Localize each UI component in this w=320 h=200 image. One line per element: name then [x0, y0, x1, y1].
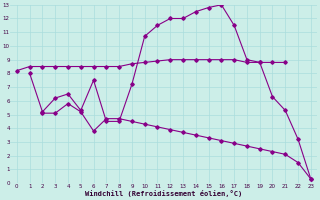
X-axis label: Windchill (Refroidissement éolien,°C): Windchill (Refroidissement éolien,°C): [85, 190, 243, 197]
